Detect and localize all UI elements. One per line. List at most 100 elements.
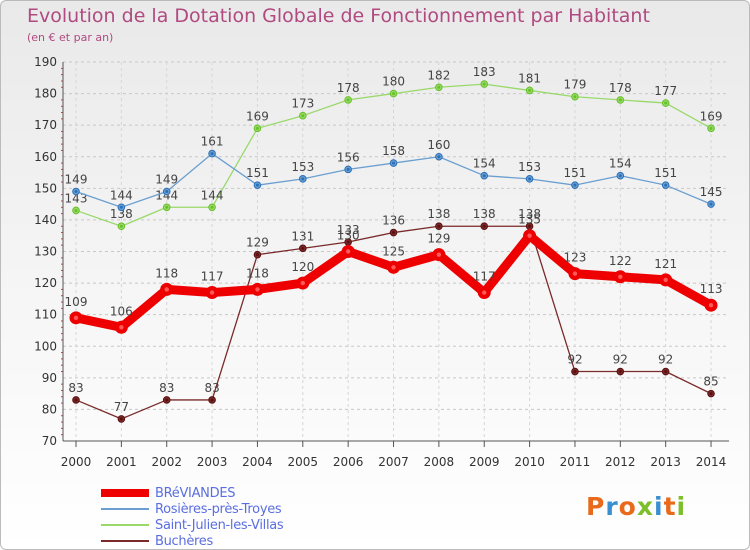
data-label: 179	[564, 78, 587, 92]
y-tick-label: 110	[34, 308, 57, 322]
x-tick-label: 2002	[151, 455, 182, 469]
data-point-center	[709, 392, 713, 396]
data-label: 144	[110, 188, 133, 202]
data-point-center	[392, 231, 396, 235]
data-point-center	[165, 398, 169, 402]
series-rosi-res-pr-s-troyes: 149 144 149 161 151 153 156 158 160 154 153 151 154 1…	[65, 135, 722, 212]
data-label: 135	[518, 213, 541, 227]
y-tick-label: 130	[34, 245, 57, 259]
data-label: 129	[427, 232, 450, 246]
data-label: 83	[68, 381, 83, 395]
x-tick-label: 2014	[696, 455, 727, 469]
logo-letter: i	[654, 492, 664, 521]
data-point-center	[119, 224, 123, 228]
series-saint-julien-les-villas: 143 138 144 144 169 173 178 180 182 183 181 179 178 1…	[65, 65, 723, 231]
x-tick-label: 2011	[560, 455, 591, 469]
legend-item: Saint-Julien-les-Villas	[101, 517, 284, 533]
data-label: 133	[337, 223, 360, 237]
data-label: 173	[291, 97, 314, 111]
logo-letter: i	[676, 492, 687, 521]
data-point-center	[300, 280, 305, 286]
data-label: 117	[201, 270, 224, 284]
data-point-center	[709, 202, 713, 206]
data-point-center	[74, 208, 78, 212]
data-point-center	[391, 265, 396, 270]
data-point-center	[74, 189, 78, 193]
data-label: 122	[609, 254, 632, 268]
data-point-center	[164, 287, 169, 292]
data-label: 156	[337, 150, 360, 164]
data-label: 151	[246, 166, 269, 180]
data-label: 183	[473, 65, 496, 79]
logo-letter: r	[605, 492, 619, 521]
data-label: 160	[427, 138, 450, 152]
data-point-center	[664, 101, 668, 105]
data-label: 153	[518, 160, 541, 174]
data-label: 77	[114, 400, 129, 414]
data-point-center	[437, 85, 441, 89]
data-label: 83	[159, 381, 174, 395]
data-label: 85	[703, 375, 718, 389]
data-label: 138	[518, 207, 541, 221]
data-label: 138	[473, 207, 496, 221]
data-label: 92	[658, 353, 673, 367]
data-point-center	[618, 370, 622, 374]
x-tick-label: 2005	[288, 455, 319, 469]
data-point-center	[255, 253, 259, 257]
y-tick-label: 180	[34, 87, 57, 101]
legend-swatch	[101, 489, 149, 497]
data-label: 178	[609, 81, 632, 95]
legend-label: Rosières-près-Troyes	[155, 501, 282, 517]
data-point-center	[528, 177, 532, 181]
legend-swatch	[101, 524, 149, 526]
data-label: 121	[654, 257, 677, 271]
x-tick-label: 2009	[469, 455, 500, 469]
data-point-center	[301, 177, 305, 181]
data-label: 178	[337, 81, 360, 95]
x-tick-label: 2003	[197, 455, 228, 469]
data-point-center	[73, 315, 79, 321]
data-label: 130	[337, 229, 360, 243]
legend-item: Rosières-près-Troyes	[101, 501, 282, 517]
legend-item: Buchères	[101, 533, 213, 549]
data-point-center	[119, 417, 123, 421]
data-label: 169	[246, 109, 269, 123]
x-tick-label: 2007	[378, 455, 409, 469]
data-label: 161	[201, 135, 224, 149]
data-label: 181	[518, 71, 541, 85]
data-label: 92	[567, 353, 582, 367]
data-label: 113	[700, 282, 723, 296]
x-tick-label: 2012	[605, 455, 636, 469]
data-point-center	[346, 167, 350, 171]
series-br-viandes: 109 106 118 117 118 120 130 125 129 117 135 123 122 1…	[65, 213, 723, 334]
data-point-center	[346, 240, 350, 244]
data-point-center	[392, 161, 396, 165]
data-label: 169	[700, 109, 723, 123]
data-point-center	[482, 224, 486, 228]
data-label: 177	[654, 84, 677, 98]
data-label: 117	[473, 270, 496, 284]
data-point-center	[301, 114, 305, 118]
data-point-center	[255, 183, 259, 187]
data-point-center	[209, 290, 215, 295]
data-label: 138	[110, 207, 133, 221]
legend-label: Buchères	[155, 533, 213, 549]
data-point-center	[573, 370, 577, 374]
data-point-center	[119, 325, 124, 330]
x-tick-label: 2013	[650, 455, 681, 469]
data-point-center	[708, 302, 714, 308]
y-tick-label: 120	[34, 276, 57, 290]
chart-subtitle: (en € et par an)	[27, 31, 114, 44]
y-tick-label: 70	[42, 434, 57, 448]
data-label: 131	[291, 229, 314, 243]
y-tick-label: 140	[34, 213, 57, 227]
data-point-center	[437, 155, 441, 159]
y-tick-label: 80	[42, 402, 57, 416]
data-label: 182	[427, 68, 450, 82]
data-label: 154	[609, 157, 632, 171]
y-tick-label: 150	[34, 181, 57, 195]
data-point-center	[482, 82, 486, 86]
chart-title: Evolution de la Dotation Globale de Fonc…	[27, 5, 650, 27]
logo-letter: x	[636, 492, 654, 521]
